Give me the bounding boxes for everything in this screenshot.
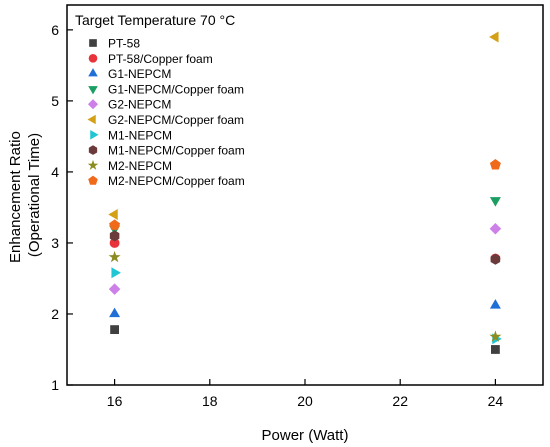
y-axis-title: Enhancement Ratio (Operational Time) — [7, 127, 43, 263]
data-point — [489, 299, 501, 309]
data-point — [489, 330, 502, 342]
legend-marker — [90, 130, 99, 140]
data-point — [109, 230, 120, 242]
y-tick-label: 6 — [51, 22, 59, 38]
legend-marker — [88, 145, 98, 155]
data-point — [109, 237, 120, 248]
legend-label: PT-58/Copper foam — [108, 52, 213, 66]
data-point — [489, 31, 499, 43]
data-point — [109, 307, 121, 318]
data-point — [108, 250, 121, 263]
legend-label: G1-NEPCM/Copper foam — [108, 82, 244, 96]
legend-marker — [89, 39, 97, 47]
data-point — [111, 267, 121, 279]
legend-label: M2-NEPCM — [108, 159, 172, 173]
x-tick-label: 18 — [202, 393, 218, 409]
legend-label: M1-NEPCM — [108, 128, 172, 142]
legend-label: G1-NEPCM — [108, 67, 171, 81]
data-point — [489, 197, 501, 207]
legend-marker — [87, 114, 96, 125]
y-axis-ticks: 1 2 3 4 5 6 — [51, 22, 73, 393]
y-axis-title-line-1: Enhancement Ratio — [7, 131, 24, 263]
legend-label: PT-58 — [108, 37, 140, 51]
data-point — [491, 345, 500, 354]
data-point — [109, 219, 121, 230]
x-tick-label: 22 — [392, 393, 408, 409]
y-tick-label: 1 — [51, 377, 59, 393]
legend-marker — [88, 53, 98, 63]
legend-marker — [88, 175, 98, 185]
data-point — [490, 253, 501, 265]
legend-marker — [88, 68, 98, 77]
y-tick-label: 3 — [51, 235, 59, 251]
x-tick-label: 24 — [488, 393, 504, 409]
data-point — [489, 159, 501, 170]
chart-title: Target Temperature 70 °C — [75, 12, 235, 28]
y-axis-title-line-2: (Operational Time) — [26, 133, 43, 257]
y-tick-label: 2 — [51, 306, 59, 322]
legend-marker — [88, 86, 98, 95]
y-tick-label: 4 — [51, 164, 59, 180]
x-axis-title: Power (Watt) — [262, 427, 349, 444]
y-tick-label: 5 — [51, 93, 59, 109]
data-points — [108, 31, 502, 354]
x-tick-label: 20 — [297, 393, 313, 409]
data-point — [110, 325, 119, 334]
legend-label: M2-NEPCM/Copper foam — [108, 174, 245, 188]
legend-label: M1-NEPCM/Copper foam — [108, 144, 245, 158]
x-axis-ticks: 16 18 20 22 24 — [107, 379, 504, 409]
data-point — [108, 283, 121, 295]
legend-marker — [87, 159, 99, 170]
data-point — [108, 209, 118, 221]
legend-marker — [87, 99, 99, 110]
legend-label: G2-NEPCM — [108, 98, 171, 112]
legend-label: G2-NEPCM/Copper foam — [108, 113, 244, 127]
data-point — [489, 222, 502, 235]
x-tick-label: 16 — [107, 393, 123, 409]
